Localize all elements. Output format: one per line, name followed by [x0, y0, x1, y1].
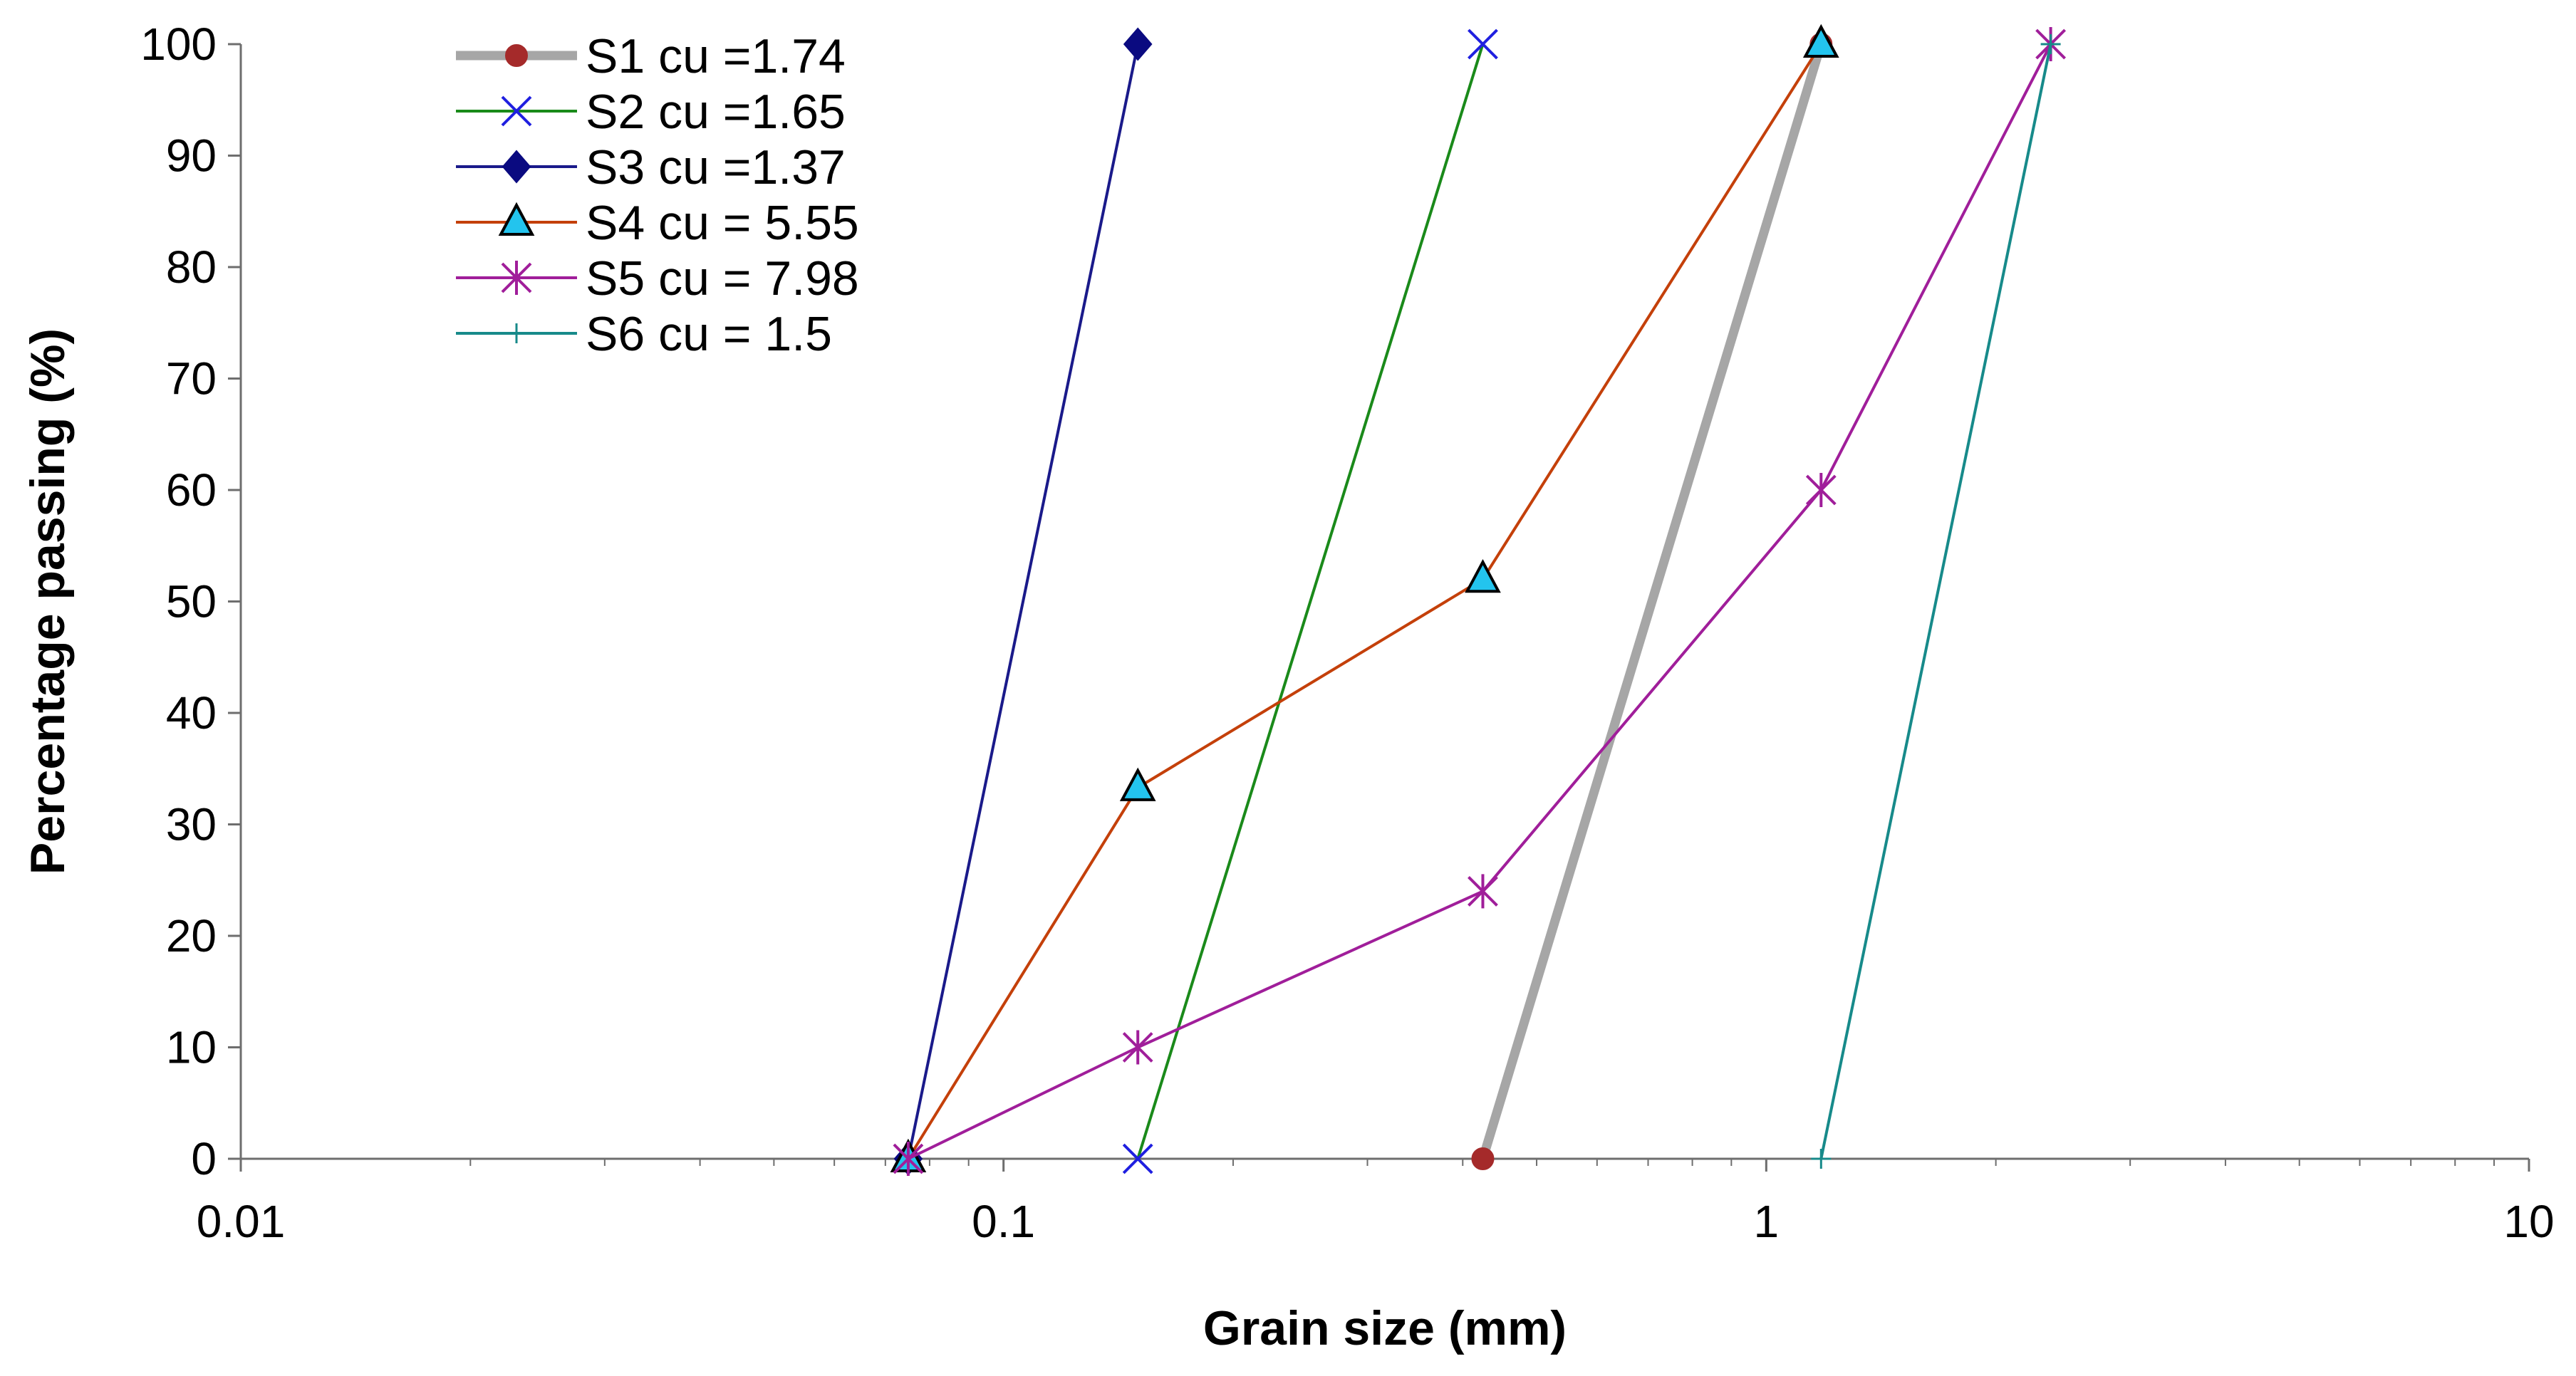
legend-label: S4 cu = 5.55	[586, 196, 859, 250]
y-tick-label: 100	[140, 19, 217, 70]
legend-item-5: S5 cu = 7.98	[456, 251, 859, 306]
y-tick-label: 70	[166, 353, 217, 405]
legend-label: S6 cu = 1.5	[586, 307, 832, 361]
series-2-line	[1136, 43, 1485, 1159]
x-tick-label: 0.01	[197, 1196, 286, 1247]
series-5-point	[1468, 874, 1498, 909]
series-4-line	[907, 43, 1822, 1160]
y-tick-label: 50	[166, 576, 217, 627]
legend-item-2: S2 cu =1.65	[456, 85, 846, 139]
y-tick-label: 80	[166, 241, 217, 293]
series-6-point	[1811, 1149, 1832, 1169]
series-3-line	[906, 43, 1140, 1159]
y-tick-label: 20	[166, 910, 217, 961]
legend-label: S5 cu = 7.98	[586, 251, 859, 306]
series-5-point	[1805, 473, 1837, 507]
legend-item-1: S1 cu =1.74	[456, 29, 846, 83]
series-4-point	[1802, 24, 1839, 58]
series-6	[1811, 34, 2061, 1169]
series-5-line	[908, 43, 2052, 1160]
series-3	[893, 27, 1153, 1176]
axes: 0 10 20 30 40 50 60 70 80 90 100 0.01 0.1 1 10	[140, 19, 2554, 1247]
x-tick-label: 10	[2503, 1196, 2554, 1247]
y-tick-label: 90	[166, 130, 217, 182]
series-5-point	[893, 1142, 924, 1176]
series-6-line	[1819, 43, 2052, 1159]
series-1	[1471, 33, 1833, 1170]
series-2-point	[1468, 28, 1498, 60]
x-axis-title: Grain size (mm)	[1203, 1301, 1567, 1355]
series-1-line	[1478, 43, 1826, 1160]
y-tick-label: 0	[191, 1133, 217, 1184]
series-4-point	[1465, 558, 1501, 593]
x-tick-label: 0.1	[972, 1196, 1035, 1247]
series-1-point	[1471, 1147, 1495, 1170]
series-4	[890, 24, 1839, 1172]
legend-swatch-marker	[501, 95, 532, 127]
legend-swatch-marker	[501, 261, 532, 295]
legend-swatch-marker	[502, 150, 531, 184]
legend-label: S1 cu =1.74	[586, 29, 846, 83]
series-5-point	[1122, 1030, 1153, 1065]
legend-swatch-marker	[507, 323, 526, 343]
legend-item-4: S4 cu = 5.55	[456, 196, 859, 250]
legend-label: S2 cu =1.65	[586, 85, 846, 139]
y-tick-label: 10	[166, 1022, 217, 1073]
series-6-point	[2040, 34, 2061, 54]
legend-item-3: S3 cu =1.37	[456, 140, 846, 194]
y-tick-label: 60	[166, 464, 217, 516]
series-2-point	[1122, 1143, 1153, 1174]
y-axis-title: Percentage passing (%)	[21, 328, 75, 875]
series-5	[893, 27, 2067, 1176]
legend-item-6: S6 cu = 1.5	[456, 307, 832, 361]
legend-label: S3 cu =1.37	[586, 140, 846, 194]
y-tick-label: 40	[166, 687, 217, 739]
series-4-point	[1119, 767, 1156, 801]
legend-swatch-marker	[505, 44, 528, 67]
series-2	[1122, 28, 1498, 1174]
x-tick-label: 1	[1754, 1196, 1780, 1247]
series-3-point	[1123, 27, 1153, 61]
series-layer	[890, 24, 2067, 1176]
legend-swatch-marker	[498, 202, 535, 236]
y-tick-label: 30	[166, 799, 217, 850]
